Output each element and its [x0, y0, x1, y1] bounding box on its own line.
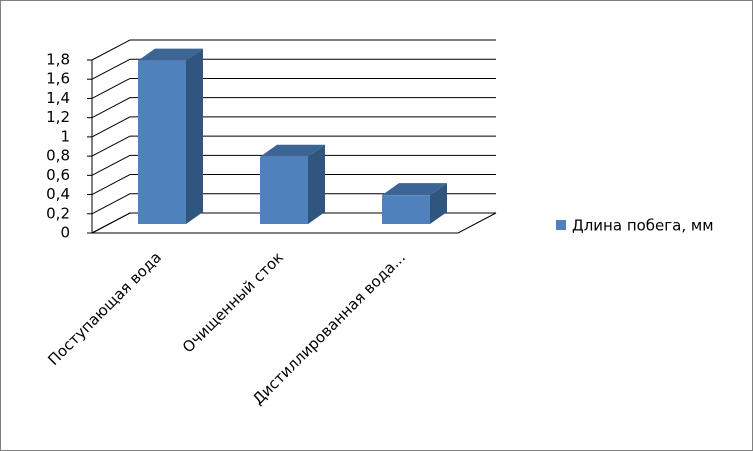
- y-tick-label: 0,4: [46, 185, 70, 203]
- grid-line: [91, 116, 496, 138]
- y-tick-label: 1,4: [46, 89, 70, 107]
- bar: [260, 156, 308, 224]
- grid-line: [91, 39, 496, 61]
- grid-line: [91, 97, 496, 119]
- bar: [382, 195, 430, 224]
- legend-label: Длина побега, мм: [572, 217, 714, 235]
- bar-top: [138, 48, 203, 61]
- grid-line: [91, 154, 496, 176]
- bar-top: [260, 144, 325, 157]
- y-tick-label: 0,6: [46, 166, 70, 184]
- bar-side: [308, 144, 325, 224]
- grid-line: [91, 212, 496, 234]
- bar-side: [430, 183, 447, 224]
- bar-top: [382, 183, 447, 196]
- grid-line: [91, 58, 496, 80]
- legend-swatch: [556, 220, 566, 230]
- grid-line: [91, 135, 496, 157]
- y-tick-label: 1,6: [46, 70, 70, 88]
- grid-line: [91, 193, 496, 215]
- y-tick-label: 1,2: [46, 108, 70, 126]
- y-tick-label: 0,2: [46, 204, 70, 222]
- bar: [138, 60, 186, 224]
- grid-line: [91, 77, 496, 99]
- y-tick-label: 0: [60, 224, 70, 242]
- y-tick-label: 1,8: [46, 51, 70, 69]
- y-tick-label: 0,8: [46, 147, 70, 165]
- grid-line: [91, 174, 496, 195]
- bar-side: [186, 48, 203, 224]
- y-tick-label: 1: [60, 127, 70, 145]
